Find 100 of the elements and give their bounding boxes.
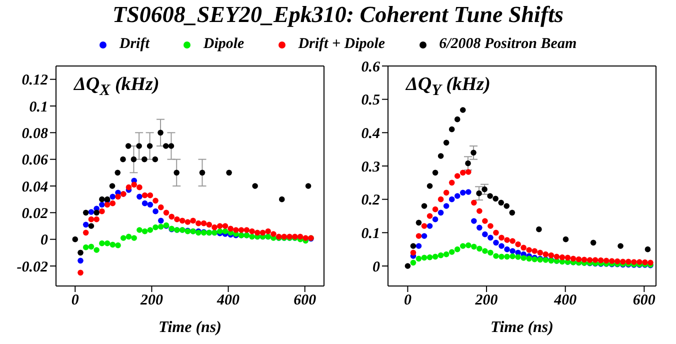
point [488,250,494,256]
point [244,227,250,233]
point [482,218,488,224]
point [190,218,196,224]
point [576,256,582,262]
point [493,240,499,246]
point [199,170,206,176]
point [270,231,276,237]
point [488,234,494,241]
point [110,194,116,200]
point [510,253,516,260]
point [147,192,154,198]
point [504,254,510,260]
point [509,210,516,216]
point [99,208,105,214]
point [131,235,138,241]
x-tick-label: 200 [474,292,498,309]
point [554,254,560,260]
x-tick-label: 0 [404,292,412,309]
point [438,153,444,159]
point [438,252,444,258]
x-axis-title: Time (ns) [490,319,554,336]
point [471,244,477,250]
point [570,256,576,262]
y-tick-label: 0.6 [361,59,380,76]
point [443,251,450,258]
point [254,230,260,236]
point [126,184,132,190]
y-tick-label: 0.02 [22,206,48,222]
point [120,156,126,162]
point [471,200,477,206]
point [487,193,493,199]
point [443,203,450,209]
point [222,223,228,229]
point [548,252,554,258]
point [482,231,488,238]
point [162,143,169,149]
point [136,227,142,233]
point [460,170,466,176]
point [78,250,84,256]
point [142,192,148,198]
point [493,230,499,236]
point [126,234,132,240]
point [410,250,416,256]
point [72,236,78,242]
point [581,256,588,263]
point [110,242,116,248]
point [99,196,105,202]
point [88,209,94,215]
point [146,143,153,149]
point [482,186,488,192]
point [163,210,170,216]
point [184,219,191,225]
point [608,258,615,264]
y-tick-label: 0.06 [22,152,48,169]
point [136,184,142,190]
point [454,116,460,122]
x-tick-label: 400 [553,292,578,309]
point [504,246,510,252]
point [168,214,175,220]
point [454,193,460,199]
point [460,243,466,249]
point [476,208,482,214]
y-tick-label: 0.08 [22,126,48,142]
point [426,213,433,219]
point [454,173,460,179]
point [586,257,593,263]
x-tick-label: 600 [294,292,317,309]
point [426,254,433,260]
point [603,258,610,264]
point [590,240,596,246]
point [631,259,637,265]
point [448,249,455,255]
point [432,216,438,222]
y-tick-label: 0.3 [361,159,380,176]
point [488,223,494,229]
point [416,243,422,249]
point [238,227,244,233]
point [454,246,460,252]
point [78,258,84,264]
x-tick-label: 200 [139,292,164,309]
point [110,200,116,206]
point [130,156,137,162]
point [537,250,544,256]
point [536,226,542,232]
chart-title: TS0608_SEY20_Epk310: Coherent Tune Shifts [112,2,564,28]
point [78,270,84,276]
point [498,200,504,206]
point [82,230,89,236]
point [174,170,180,176]
point [152,224,158,230]
x-tick-label: 600 [632,292,656,309]
point [465,160,471,166]
point [562,236,569,242]
point [416,233,422,239]
point [592,257,598,263]
point [510,248,516,254]
point [421,233,428,239]
point [515,254,521,260]
y-tick-label: 0.4 [361,126,380,142]
